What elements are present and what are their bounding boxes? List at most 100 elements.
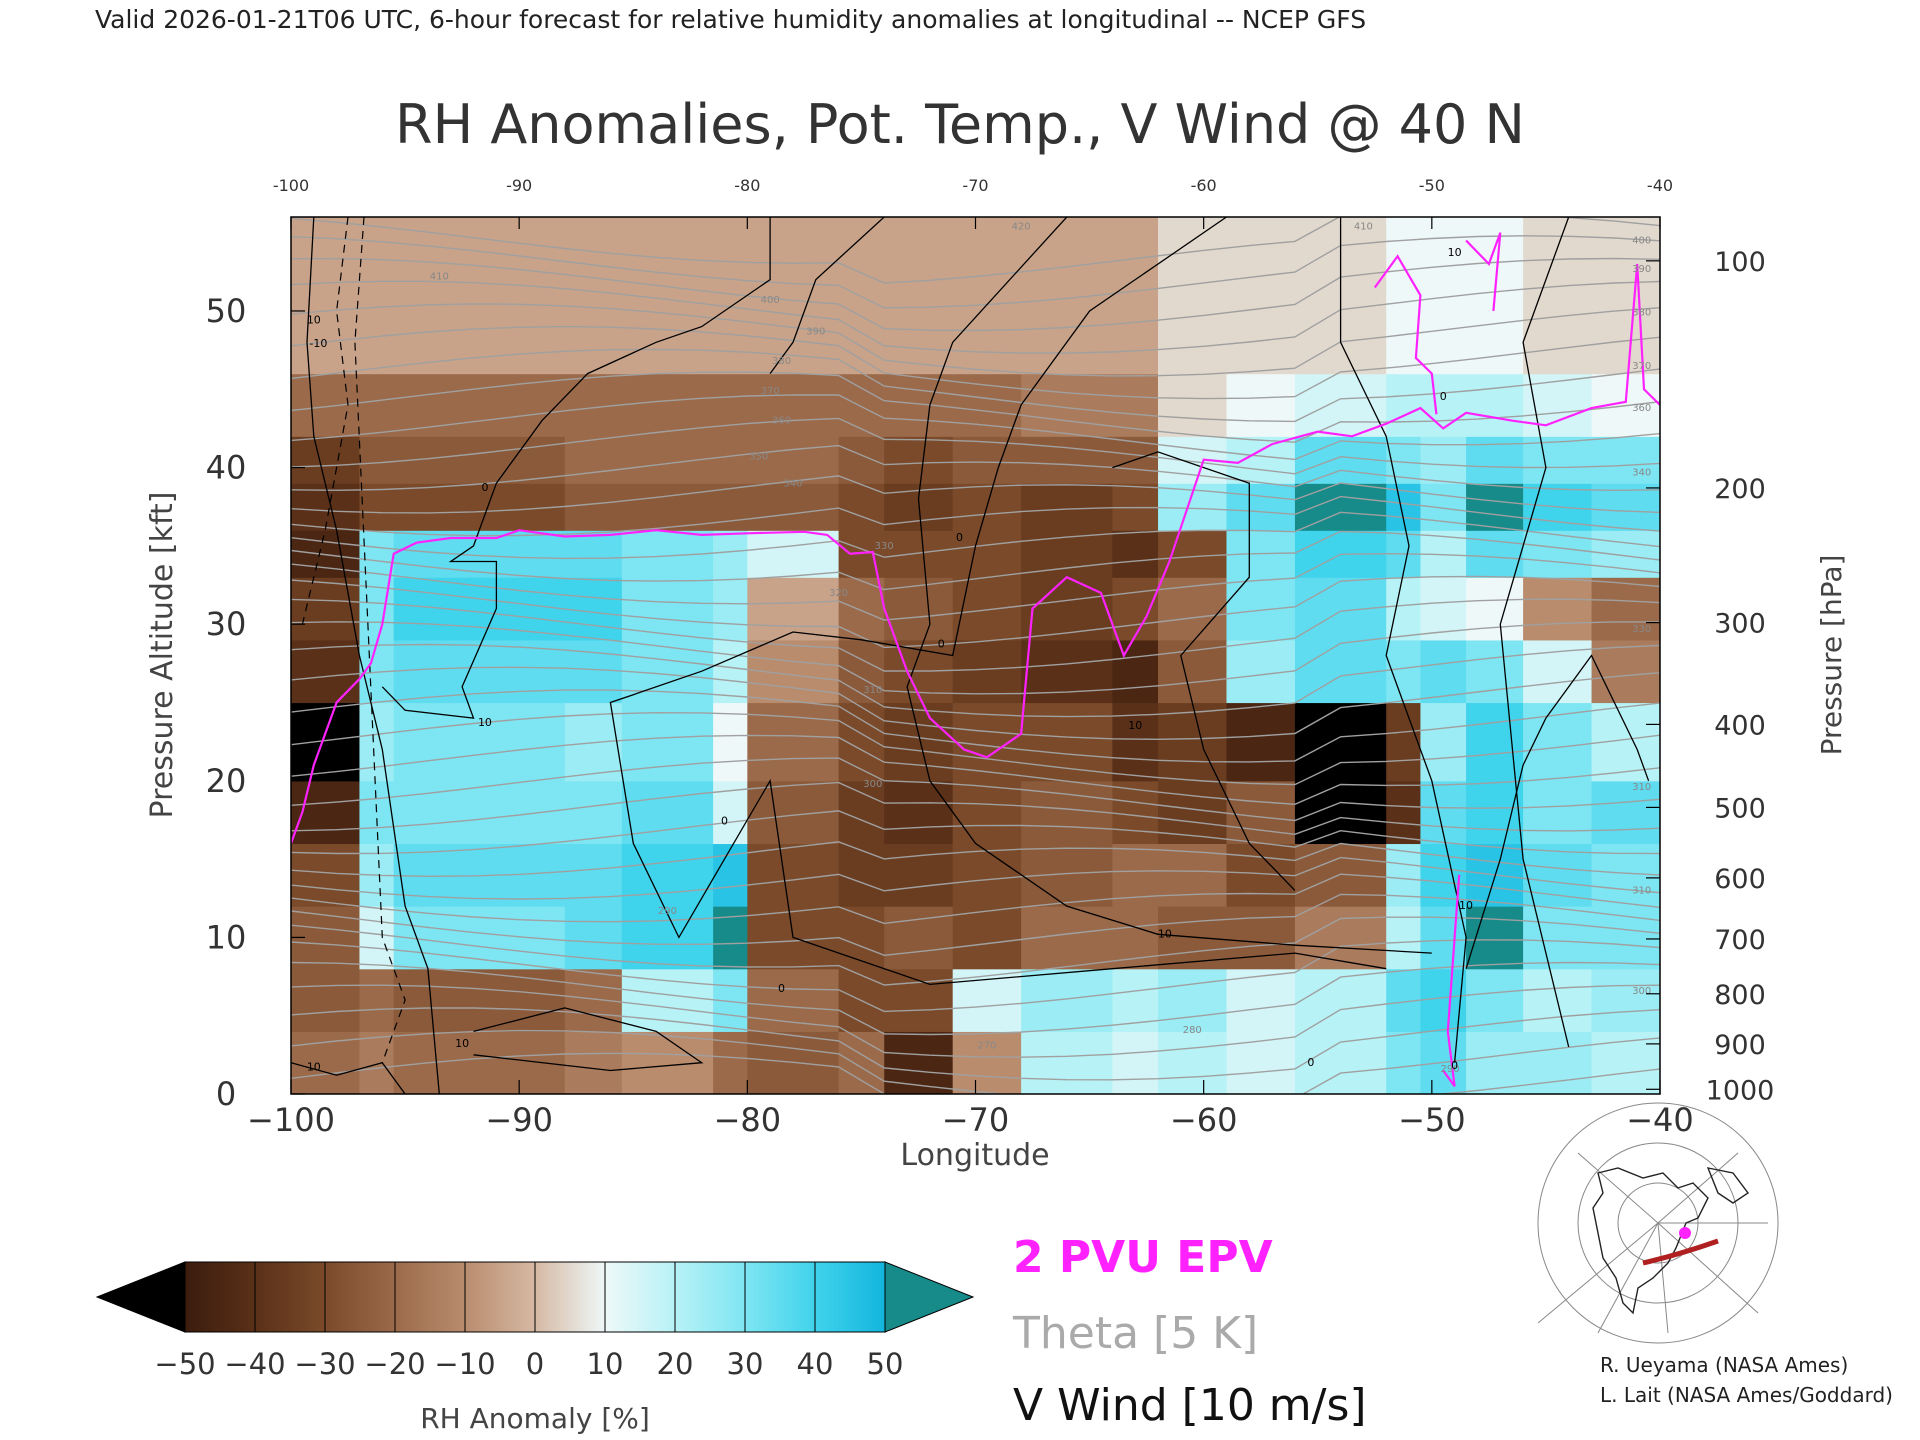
rh-cell bbox=[1294, 906, 1387, 970]
rh-cell bbox=[952, 436, 1022, 484]
rh-cell bbox=[564, 483, 623, 531]
colorbar-over-arrow bbox=[884, 1261, 975, 1333]
rh-cell bbox=[1420, 373, 1467, 437]
theta-line bbox=[291, 781, 1660, 836]
pressure-tick-label: 800 bbox=[1714, 980, 1766, 1011]
rh-cell bbox=[1386, 217, 1422, 375]
rh-cell bbox=[747, 373, 840, 437]
y-tick-label: 40 bbox=[206, 449, 247, 487]
rh-cell bbox=[838, 780, 885, 845]
rh-cell bbox=[1158, 373, 1228, 437]
pressure-tick-label: 400 bbox=[1714, 710, 1766, 741]
wind-contour bbox=[381, 217, 771, 719]
credit-2: L. Lait (NASA Ames/Goddard) bbox=[1600, 1383, 1893, 1407]
v-wind-contours bbox=[291, 217, 1650, 1094]
rh-cell bbox=[564, 906, 623, 970]
rh-cell bbox=[291, 577, 361, 641]
rh-cell bbox=[747, 530, 840, 578]
theta-line bbox=[291, 810, 1660, 855]
theta-line bbox=[291, 734, 1660, 806]
rh-cell bbox=[1226, 373, 1296, 437]
x-tick-label: −80 bbox=[714, 1101, 782, 1139]
rh-cell bbox=[393, 577, 566, 641]
colorbar-segment bbox=[324, 1261, 396, 1333]
rh-cell bbox=[1386, 702, 1422, 782]
theta-contour-label: 360 bbox=[1632, 403, 1651, 414]
rh-cell bbox=[1294, 843, 1387, 907]
rh-cell bbox=[393, 639, 566, 704]
colorbar-tick-label: 0 bbox=[526, 1347, 544, 1381]
rh-cell bbox=[393, 373, 566, 437]
wind-contour-label: 0 bbox=[721, 815, 728, 828]
rh-cell bbox=[1466, 780, 1524, 845]
wind-contour-label: 10 bbox=[307, 1061, 321, 1074]
rh-cell bbox=[884, 577, 954, 641]
epv-line bbox=[291, 263, 1660, 844]
rh-cell bbox=[359, 483, 395, 531]
wind-contour-label: 0 bbox=[1307, 1056, 1314, 1069]
rh-cell bbox=[291, 639, 361, 704]
theta-line bbox=[291, 666, 1660, 741]
theta-line bbox=[291, 939, 1660, 1013]
wind-contour-label: 10 bbox=[1448, 246, 1462, 259]
x-tick-label-top: -70 bbox=[962, 176, 988, 195]
theta-contour-label: 290 bbox=[658, 906, 677, 917]
y-axis-label-right: Pressure [hPa] bbox=[1815, 555, 1848, 756]
rh-cell bbox=[1294, 373, 1387, 437]
rh-cell bbox=[621, 483, 714, 531]
theta-line bbox=[291, 1052, 1660, 1094]
rh-cell bbox=[291, 436, 361, 484]
rh-cell bbox=[747, 436, 840, 484]
rh-cell bbox=[747, 577, 840, 641]
wind-contour bbox=[306, 217, 440, 1094]
colorbar-segment bbox=[184, 1261, 256, 1333]
colorbar-tick-label: −20 bbox=[364, 1347, 425, 1381]
colorbar-tick-label: 40 bbox=[797, 1347, 834, 1381]
rh-cell bbox=[747, 217, 840, 375]
y-tick-label: 20 bbox=[206, 762, 247, 800]
rh-cell bbox=[564, 577, 623, 641]
colorbar-tick-label: 20 bbox=[657, 1347, 694, 1381]
rh-cell bbox=[1420, 639, 1467, 704]
y-tick-label: 50 bbox=[206, 292, 247, 330]
wind-contour-label: 10 bbox=[478, 716, 492, 729]
x-tick-label-top: -50 bbox=[1419, 176, 1445, 195]
rh-cell bbox=[1591, 577, 1660, 641]
rh-cell bbox=[1112, 1031, 1159, 1094]
x-tick-label-top: -80 bbox=[734, 176, 760, 195]
rh-cell bbox=[1158, 217, 1228, 375]
rh-cell bbox=[564, 639, 623, 704]
rh-cell bbox=[1226, 780, 1296, 845]
wind-contour-label: 10 bbox=[1128, 719, 1142, 732]
theta-line bbox=[291, 984, 1660, 1058]
rh-cell bbox=[291, 1031, 361, 1094]
legend-theta: Theta [5 K] bbox=[1012, 1308, 1258, 1359]
rh-cell bbox=[1021, 1031, 1113, 1094]
rh-cell bbox=[1226, 483, 1296, 531]
x-tick-label-top: -60 bbox=[1191, 176, 1217, 195]
rh-cell bbox=[1112, 639, 1159, 704]
rh-cell bbox=[884, 1031, 954, 1094]
x-tick-label: −50 bbox=[1398, 1101, 1466, 1139]
rh-cell bbox=[1294, 577, 1387, 641]
rh-cell bbox=[621, 373, 714, 437]
rh-cell bbox=[1523, 436, 1593, 484]
theta-contour-label: 270 bbox=[977, 1041, 996, 1052]
theta-line bbox=[291, 257, 1660, 332]
rh-cell bbox=[713, 577, 748, 641]
theta-contour-label: 410 bbox=[430, 272, 449, 283]
rh-cell bbox=[838, 1031, 885, 1094]
rh-cell bbox=[1386, 373, 1422, 437]
rh-cell bbox=[1158, 639, 1228, 704]
rh-cell bbox=[1294, 639, 1387, 704]
theta-line bbox=[291, 873, 1660, 925]
theta-contour-label: 350 bbox=[749, 452, 768, 463]
rh-cell bbox=[393, 702, 566, 782]
rh-cell bbox=[838, 436, 885, 484]
epv-line bbox=[1465, 232, 1502, 312]
contour-labels: 410 400 390 380 370 360 350 340 330 320 310 300 290 2… bbox=[307, 222, 1651, 1076]
rh-cell bbox=[393, 217, 566, 375]
theta-line bbox=[291, 394, 1660, 461]
rh-cell bbox=[621, 702, 714, 782]
wind-contour bbox=[473, 1007, 704, 1072]
